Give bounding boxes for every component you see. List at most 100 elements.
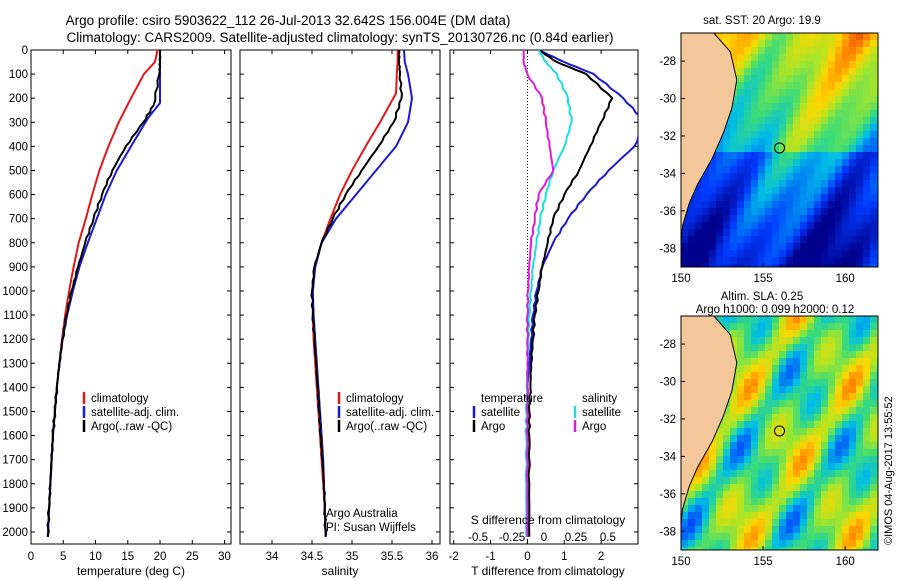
map-cell — [786, 201, 793, 208]
map-cell — [849, 519, 856, 526]
map-cell — [737, 330, 744, 337]
legend-label-climatology: climatology — [346, 393, 404, 405]
map-cell — [730, 456, 737, 463]
map-cell — [716, 173, 723, 180]
map-cell — [835, 330, 842, 337]
map-cell — [849, 323, 856, 330]
map-cell — [800, 477, 807, 484]
map-cell — [709, 484, 716, 491]
map-cell — [786, 117, 793, 124]
map-cell — [828, 316, 835, 323]
map-cell — [786, 477, 793, 484]
map-cell — [814, 484, 821, 491]
map-cell — [786, 449, 793, 456]
land — [681, 316, 738, 550]
map-cell — [786, 393, 793, 400]
map-cell — [793, 344, 800, 351]
map-cell — [821, 152, 828, 159]
map-cell — [772, 82, 779, 89]
map-cell — [786, 358, 793, 365]
map-cell — [702, 187, 709, 194]
map-cell — [821, 540, 828, 547]
map-cell — [863, 152, 870, 159]
map-cell — [779, 257, 786, 264]
map-cell — [758, 131, 765, 138]
map-cell — [856, 477, 863, 484]
map-cell — [751, 222, 758, 229]
map-cell — [807, 75, 814, 82]
map-cell — [758, 421, 765, 428]
map-cell — [758, 393, 765, 400]
map-cell — [828, 124, 835, 131]
map-cell — [688, 484, 695, 491]
map-cell — [856, 47, 863, 54]
map-cell — [758, 229, 765, 236]
map-cell — [842, 138, 849, 145]
map-cell — [772, 40, 779, 47]
map-cell — [842, 491, 849, 498]
map-cell — [828, 498, 835, 505]
map-cell — [800, 540, 807, 547]
map-cell — [800, 449, 807, 456]
map-cell — [786, 400, 793, 407]
map-cell — [765, 421, 772, 428]
map-cell — [751, 145, 758, 152]
map-cell — [758, 491, 765, 498]
map-cell — [807, 138, 814, 145]
map-cell — [723, 533, 730, 540]
map-cell — [709, 442, 716, 449]
map-cell — [737, 456, 744, 463]
map-cell — [786, 337, 793, 344]
map-cell — [849, 257, 856, 264]
map-cell — [863, 243, 870, 250]
map-cell — [849, 61, 856, 68]
map-cell — [793, 463, 800, 470]
map-cell — [751, 449, 758, 456]
map-cell — [863, 540, 870, 547]
map-cell — [716, 540, 723, 547]
map-cell — [779, 82, 786, 89]
map-cell — [828, 400, 835, 407]
map-cell — [737, 250, 744, 257]
map-cell — [772, 103, 779, 110]
map-cell — [835, 138, 842, 145]
map-cell — [828, 61, 835, 68]
map-cell — [744, 145, 751, 152]
map-cell — [870, 138, 877, 145]
map-cell — [800, 250, 807, 257]
map-cell — [800, 470, 807, 477]
map-cell — [758, 365, 765, 372]
map-cell — [800, 96, 807, 103]
map-cell — [793, 75, 800, 82]
map-cell — [870, 89, 877, 96]
map-cell — [849, 208, 856, 215]
map-cell — [751, 75, 758, 82]
map-cell — [814, 117, 821, 124]
map-cell — [856, 505, 863, 512]
map-cell — [716, 243, 723, 250]
map-cell — [870, 463, 877, 470]
map-cell — [856, 358, 863, 365]
map-cell — [744, 103, 751, 110]
map-cell — [814, 187, 821, 194]
map-cell — [772, 505, 779, 512]
map-cell — [751, 365, 758, 372]
map-cell — [772, 351, 779, 358]
map-cell — [702, 526, 709, 533]
map-cell — [828, 442, 835, 449]
map-cell — [765, 54, 772, 61]
map-cell — [828, 407, 835, 414]
map-cell — [758, 540, 765, 547]
x-tick-label: 10 — [89, 551, 102, 563]
map-cell — [814, 463, 821, 470]
map-cell — [835, 421, 842, 428]
map-cell — [807, 484, 814, 491]
map-cell — [821, 365, 828, 372]
map-cell — [709, 173, 716, 180]
map-cell — [723, 505, 730, 512]
map-cell — [856, 365, 863, 372]
map-cell — [807, 166, 814, 173]
map-cell — [737, 435, 744, 442]
legend-label-satellite: satellite-adj. clim. — [91, 407, 179, 419]
map-cell — [821, 456, 828, 463]
